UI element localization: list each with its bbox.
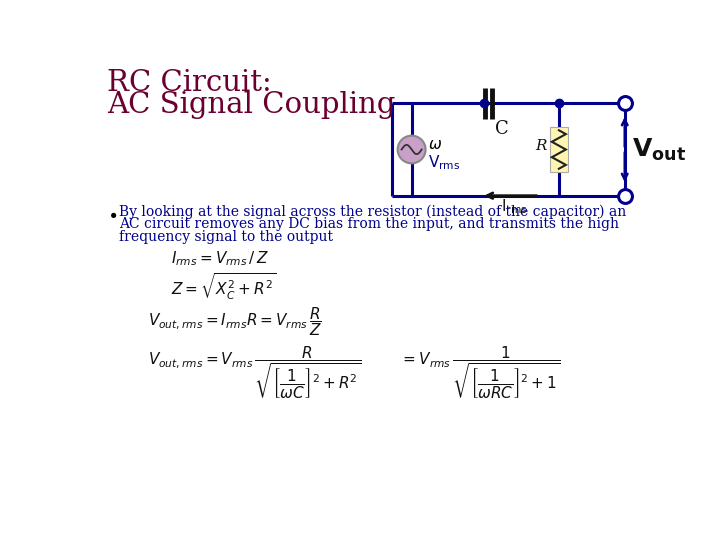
FancyBboxPatch shape bbox=[549, 127, 568, 172]
Text: $\omega$: $\omega$ bbox=[428, 137, 442, 152]
Text: $\mathrm{V_{rms}}$: $\mathrm{V_{rms}}$ bbox=[428, 153, 460, 172]
Text: frequency signal to the output: frequency signal to the output bbox=[120, 230, 333, 244]
Text: $V_{out,rms} = I_{rms}R = V_{rms}\,\dfrac{R}{Z}$: $V_{out,rms} = I_{rms}R = V_{rms}\,\dfra… bbox=[148, 305, 322, 338]
Text: $\bf{V_{out}}$: $\bf{V_{out}}$ bbox=[632, 137, 687, 163]
Text: $Z = \sqrt{X_C^2 + R^2}$: $Z = \sqrt{X_C^2 + R^2}$ bbox=[171, 271, 276, 301]
Text: C: C bbox=[495, 120, 508, 138]
Text: AC circuit removes any DC bias from the input, and transmits the high: AC circuit removes any DC bias from the … bbox=[120, 217, 619, 231]
Text: R: R bbox=[535, 139, 546, 153]
Circle shape bbox=[397, 136, 426, 164]
Text: By looking at the signal across the resistor (instead of the capacitor) an: By looking at the signal across the resi… bbox=[120, 205, 626, 219]
Text: $= V_{rms}\,\dfrac{1}{\sqrt{\left[\dfrac{1}{\omega RC}\right]^2 + 1}}$: $= V_{rms}\,\dfrac{1}{\sqrt{\left[\dfrac… bbox=[400, 345, 560, 401]
Text: RC Circuit:: RC Circuit: bbox=[107, 70, 272, 97]
Text: $\bullet$: $\bullet$ bbox=[107, 205, 117, 223]
Text: $I_{rms} = V_{rms}\,/\,Z$: $I_{rms} = V_{rms}\,/\,Z$ bbox=[171, 249, 269, 268]
Text: $\mathrm{I_{rms}}$: $\mathrm{I_{rms}}$ bbox=[501, 197, 528, 216]
Text: AC Signal Coupling: AC Signal Coupling bbox=[107, 91, 395, 119]
Text: $V_{out,rms} = V_{rms}\,\dfrac{R}{\sqrt{\left[\dfrac{1}{\omega C}\right]^2 + R^2: $V_{out,rms} = V_{rms}\,\dfrac{R}{\sqrt{… bbox=[148, 345, 361, 401]
